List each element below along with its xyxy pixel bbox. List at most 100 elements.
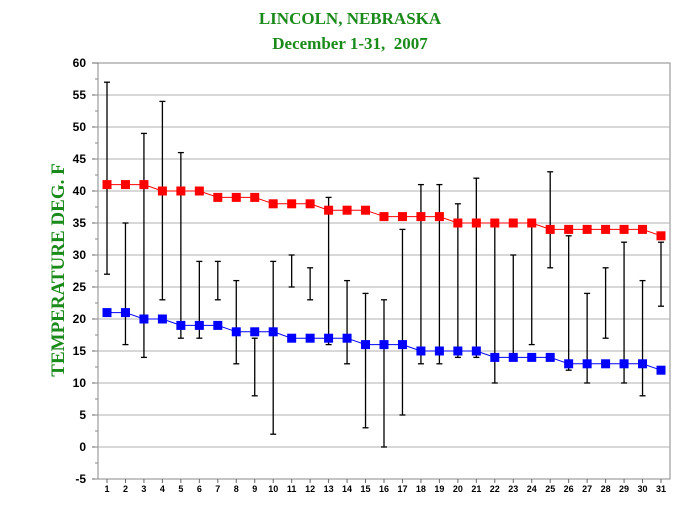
x-tick-label: 11 [287,484,297,494]
x-tick-label: 29 [619,484,629,494]
series-1-point [453,218,463,228]
x-tick-label: 28 [601,484,611,494]
series-2-point [287,333,297,343]
series-1-point [564,224,574,234]
series-1-point [601,224,611,234]
series-2-point [564,359,574,369]
series-1-point [434,212,444,222]
y-axis-label: TEMPERATURE DEG. F [48,163,69,376]
x-tick-label: 23 [508,484,518,494]
x-tick-label: 5 [178,484,183,494]
series-1-point [527,218,537,228]
series-2-point [638,359,648,369]
x-tick-label: 2 [123,484,128,494]
series-1-point [656,231,666,241]
series-1-point [139,180,149,190]
x-tick-label: 1 [104,484,109,494]
y-tick-label: 5 [79,408,86,422]
series-1-point [157,186,167,196]
series-2-point [102,308,112,318]
y-tick-label: 20 [73,312,87,326]
y-tick-label: -5 [75,472,86,486]
x-tick-label: 21 [471,484,481,494]
series-2-point [361,340,371,350]
series-2-point [176,320,186,330]
y-tick-label: 45 [73,152,87,166]
series-1-point [490,218,500,228]
series-1-point [102,180,112,190]
series-1-point [120,180,130,190]
series-1-point [361,205,371,215]
y-tick-label: 30 [73,248,87,262]
series-1-point [268,199,278,209]
y-tick-label: 40 [73,184,87,198]
y-tick-label: 25 [73,280,87,294]
series-1-point [287,199,297,209]
series-1-point [582,224,592,234]
series-2-point [194,320,204,330]
series-2-point [545,352,555,362]
series-2-point [619,359,629,369]
series-2-point [490,352,500,362]
y-tick-label: 0 [79,440,86,454]
x-tick-label: 14 [342,484,352,494]
x-tick-label: 12 [305,484,315,494]
series-2-point [231,327,241,337]
series-2-point [120,308,130,318]
series-1-point [250,192,260,202]
x-tick-label: 13 [324,484,334,494]
y-tick-label: 60 [73,56,87,70]
x-tick-label: 27 [582,484,592,494]
y-tick-label: 55 [73,88,87,102]
series-1-point [508,218,518,228]
x-tick-label: 10 [268,484,278,494]
series-2-point [656,365,666,375]
x-tick-label: 20 [453,484,463,494]
series-1-point [342,205,352,215]
series-2-point [453,346,463,356]
y-tick-label: 10 [73,376,87,390]
x-tick-label: 4 [160,484,165,494]
series-2-point [157,314,167,324]
x-tick-label: 15 [361,484,371,494]
x-tick-label: 7 [215,484,220,494]
series-1-point [176,186,186,196]
series-2-point [416,346,426,356]
series-2-point [213,320,223,330]
series-2-point [379,340,389,350]
series-1-point [638,224,648,234]
series-1-point [194,186,204,196]
x-tick-label: 17 [397,484,407,494]
series-2-point [139,314,149,324]
x-tick-label: 19 [434,484,444,494]
series-2-point [434,346,444,356]
series-2-point [305,333,315,343]
series-1-point [324,205,334,215]
x-tick-label: 25 [545,484,555,494]
chart-title: LINCOLN, NEBRASKA [259,9,442,28]
series-2-point [250,327,260,337]
series-1-point [213,192,223,202]
series-2-point [508,352,518,362]
series-2-point [342,333,352,343]
x-tick-label: 8 [234,484,239,494]
series-2-point [397,340,407,350]
series-1-point [397,212,407,222]
x-tick-label: 30 [638,484,648,494]
x-tick-label: 26 [564,484,574,494]
series-1-point [231,192,241,202]
series-2-point [268,327,278,337]
x-tick-label: 22 [490,484,500,494]
series-1-point [619,224,629,234]
series-1-point [305,199,315,209]
series-2-point [601,359,611,369]
y-tick-label: 15 [73,344,87,358]
series-1-point [545,224,555,234]
x-tick-label: 3 [141,484,146,494]
y-tick-label: 35 [73,216,87,230]
x-tick-label: 16 [379,484,389,494]
series-2-point [582,359,592,369]
series-1-point [416,212,426,222]
